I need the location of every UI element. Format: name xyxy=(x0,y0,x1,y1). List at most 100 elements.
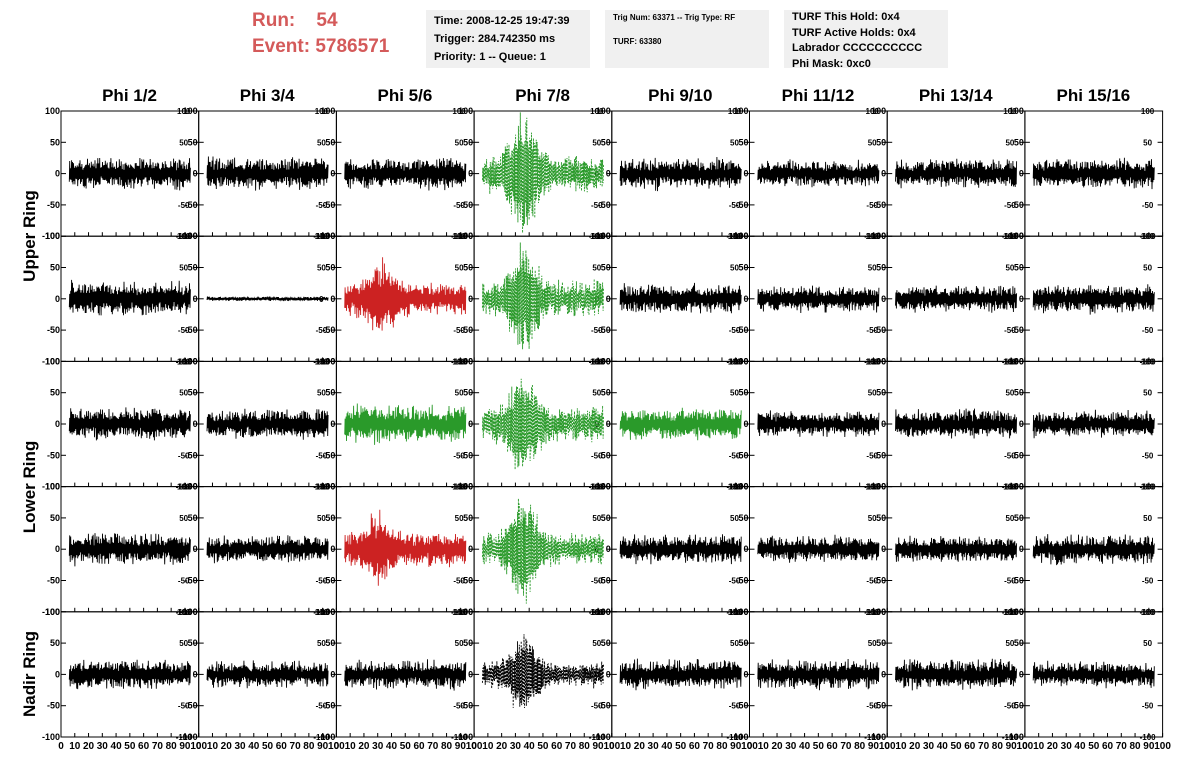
y-tick-label-right: -50 xyxy=(591,451,603,460)
y-tick-label-right: -50 xyxy=(729,577,741,586)
y-tick-label-right: 50 xyxy=(1143,264,1152,273)
y-tick-label: 0 xyxy=(55,169,60,179)
waveform-trace xyxy=(68,659,191,690)
x-tick-label: 90 xyxy=(317,741,329,752)
y-tick-label-right: -50 xyxy=(866,577,878,586)
y-tick-label-right: 50 xyxy=(1005,389,1014,398)
waveform-trace xyxy=(757,159,880,188)
y-tick-label: -50 xyxy=(185,200,198,210)
x-tick-label: 90 xyxy=(592,741,604,752)
y-tick-label-right: -50 xyxy=(178,326,190,335)
y-tick-label: 0 xyxy=(606,544,611,554)
y-tick-label-right: 100 xyxy=(728,107,742,116)
y-tick-label-right: 100 xyxy=(728,608,742,617)
y-tick-label-right: -100 xyxy=(726,733,743,742)
x-tick-label: 30 xyxy=(372,741,384,752)
y-tick-label-right: 50 xyxy=(592,514,601,523)
y-tick-label: -100 xyxy=(42,482,60,492)
y-tick-label: 100 xyxy=(596,106,611,116)
y-tick-label: 50 xyxy=(50,263,60,273)
y-tick-label-right: 100 xyxy=(315,357,329,366)
y-tick-label: -50 xyxy=(322,450,335,460)
y-tick-label: 0 xyxy=(606,669,611,679)
y-tick-label: 50 xyxy=(50,137,60,147)
y-tick-label-right: 50 xyxy=(1143,514,1152,523)
y-tick-label-right: 100 xyxy=(728,483,742,492)
y-tick-label: -50 xyxy=(460,200,473,210)
y-tick-label: 50 xyxy=(876,137,886,147)
y-tick-label-right: 50 xyxy=(592,138,601,147)
y-tick-label-right: -100 xyxy=(313,608,330,617)
x-tick-label: 40 xyxy=(1074,741,1086,752)
y-tick-label: -50 xyxy=(460,325,473,335)
turf-num-text: TURF: 63380 xyxy=(613,37,662,46)
y-tick-label: 0 xyxy=(743,294,748,304)
y-tick-label-right: -50 xyxy=(591,702,603,711)
y-tick-label: -50 xyxy=(735,450,748,460)
waveform-trace xyxy=(1032,284,1155,315)
x-tick-label: 10 xyxy=(620,741,632,752)
y-tick-label-right: -50 xyxy=(729,451,741,460)
y-tick-label-right: 100 xyxy=(1003,107,1017,116)
x-tick-label: 40 xyxy=(661,741,673,752)
y-tick-label: 100 xyxy=(320,231,335,241)
y-tick-label: 50 xyxy=(1014,388,1024,398)
trig-num-text: Trig Num: 63371 -- Trig Type: RF xyxy=(613,13,736,22)
x-tick-label: 30 xyxy=(785,741,797,752)
x-tick-label: 80 xyxy=(992,741,1004,752)
waveform-trace xyxy=(895,285,1018,313)
x-tick-label: 70 xyxy=(703,741,715,752)
waveform-trace xyxy=(619,407,742,441)
x-tick-label: 20 xyxy=(771,741,783,752)
y-tick-label: -50 xyxy=(598,450,611,460)
waveform-trace xyxy=(68,279,191,316)
x-tick-label: 40 xyxy=(248,741,260,752)
x-tick-label: 30 xyxy=(97,741,109,752)
y-tick-label: 0 xyxy=(468,419,473,429)
y-tick-label-right: -100 xyxy=(726,608,743,617)
y-tick-label-right: 50 xyxy=(1143,639,1152,648)
y-tick-label-right: 50 xyxy=(730,514,739,523)
y-tick-label-right: 100 xyxy=(177,107,191,116)
x-tick-label: 10 xyxy=(345,741,357,752)
y-tick-label-right: 100 xyxy=(177,357,191,366)
y-tick-label-right: 100 xyxy=(452,483,466,492)
y-tick-label: -50 xyxy=(47,576,60,586)
waveform-trace xyxy=(481,378,604,470)
waveform-trace xyxy=(1032,409,1155,439)
y-tick-label: 50 xyxy=(876,513,886,523)
y-tick-label-right: -50 xyxy=(1004,201,1016,210)
y-tick-label: 50 xyxy=(325,638,335,648)
y-tick-label: -50 xyxy=(185,576,198,586)
y-tick-label-right: 100 xyxy=(1141,608,1155,617)
x-tick-label: 80 xyxy=(166,741,178,752)
y-tick-label-right: 50 xyxy=(592,264,601,273)
x-tick-label: 100 xyxy=(741,741,758,752)
y-tick-label: 0 xyxy=(330,544,335,554)
waveform-trace xyxy=(68,407,191,441)
y-tick-label: 100 xyxy=(320,106,335,116)
y-tick-label: 0 xyxy=(1019,169,1024,179)
x-tick-label: 20 xyxy=(496,741,508,752)
y-tick-label: 100 xyxy=(458,482,473,492)
y-tick-label: -50 xyxy=(735,701,748,711)
y-tick-label: 100 xyxy=(1009,231,1024,241)
y-tick-label: 0 xyxy=(468,544,473,554)
y-tick-label-right: 50 xyxy=(868,138,877,147)
y-tick-label-right: 50 xyxy=(868,264,877,273)
y-tick-label-right: -100 xyxy=(1002,733,1019,742)
waveform-trace xyxy=(757,534,880,563)
y-tick-label-right: -50 xyxy=(1142,201,1154,210)
y-tick-label-right: -50 xyxy=(453,577,465,586)
y-tick-label: 50 xyxy=(463,388,473,398)
